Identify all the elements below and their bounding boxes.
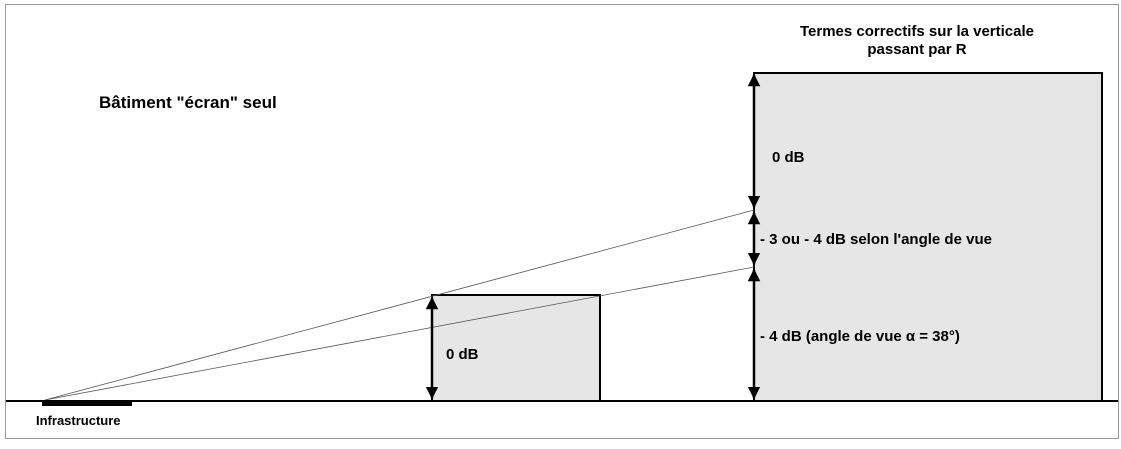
sight-ray-lower	[44, 266, 755, 401]
right-title-line2: passant par R	[867, 41, 966, 58]
small-building-label: 0 dB	[446, 346, 479, 363]
diagram-border	[5, 4, 1119, 439]
infrastructure-bar	[42, 400, 132, 406]
infrastructure-label: Infrastructure	[36, 413, 121, 428]
right-title-line1: Termes correctifs sur la verticale	[800, 23, 1034, 40]
sight-ray-upper	[44, 209, 755, 401]
small-building	[431, 294, 601, 402]
tall-building	[753, 72, 1103, 402]
diagram-title: Bâtiment "écran" seul	[99, 93, 277, 112]
tall-bottom-label: - 4 dB (angle de vue α = 38°)	[760, 328, 960, 345]
tall-top-label: 0 dB	[772, 149, 805, 166]
tall-middle-label: - 3 ou - 4 dB selon l'angle de vue	[760, 231, 992, 248]
